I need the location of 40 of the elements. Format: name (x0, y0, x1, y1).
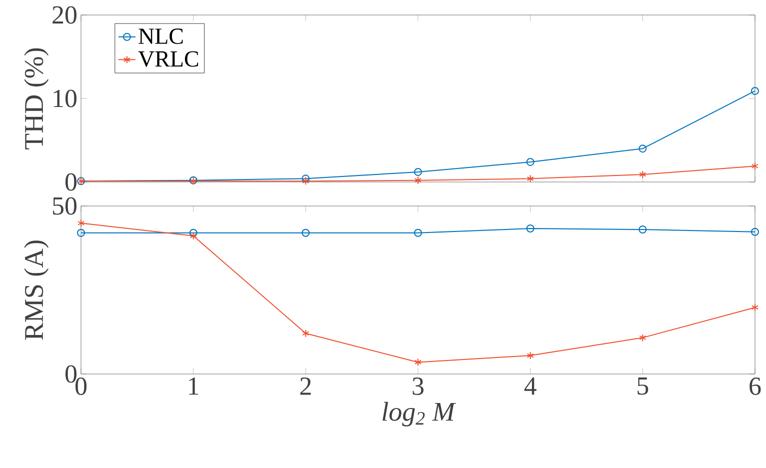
point (526, 158, 534, 166)
point (302, 329, 310, 338)
point (639, 334, 646, 342)
legend-label: VRLC (138, 51, 198, 67)
x-tick-label: 4 (524, 378, 536, 395)
x-tick-label: 5 (638, 378, 648, 395)
legend-label: NLC (138, 28, 183, 44)
y-tick-label: 0 (65, 365, 76, 383)
point (414, 176, 422, 184)
point (414, 228, 422, 237)
point (751, 303, 759, 312)
point (77, 219, 85, 228)
point (526, 352, 534, 360)
x-axis-title: log$_{2}$ M (382, 402, 456, 426)
x-tick-label: 1 (189, 378, 198, 395)
y-axis-title: RMS (A) (24, 240, 49, 340)
y-tick-label: 20 (52, 6, 76, 24)
point (526, 174, 534, 183)
point (302, 177, 310, 186)
point (638, 226, 647, 234)
point (414, 168, 422, 176)
point (414, 358, 422, 366)
x-tick-label: 3 (412, 378, 424, 395)
point (750, 228, 759, 236)
y-tick-label: 0 (65, 173, 76, 191)
point (302, 228, 310, 237)
point (751, 162, 759, 170)
point (77, 228, 86, 237)
point (526, 224, 534, 232)
y-axis-title: THD (%) (24, 48, 49, 150)
point (639, 170, 646, 178)
y-tick-label: 10 (54, 90, 76, 108)
x-tick-label: 6 (750, 378, 761, 395)
y-tick-label: 50 (52, 197, 76, 215)
point (302, 174, 310, 183)
point (638, 144, 647, 153)
point (189, 228, 198, 237)
x-tick-label: 2 (300, 378, 311, 395)
point (750, 86, 759, 95)
point (190, 232, 197, 240)
